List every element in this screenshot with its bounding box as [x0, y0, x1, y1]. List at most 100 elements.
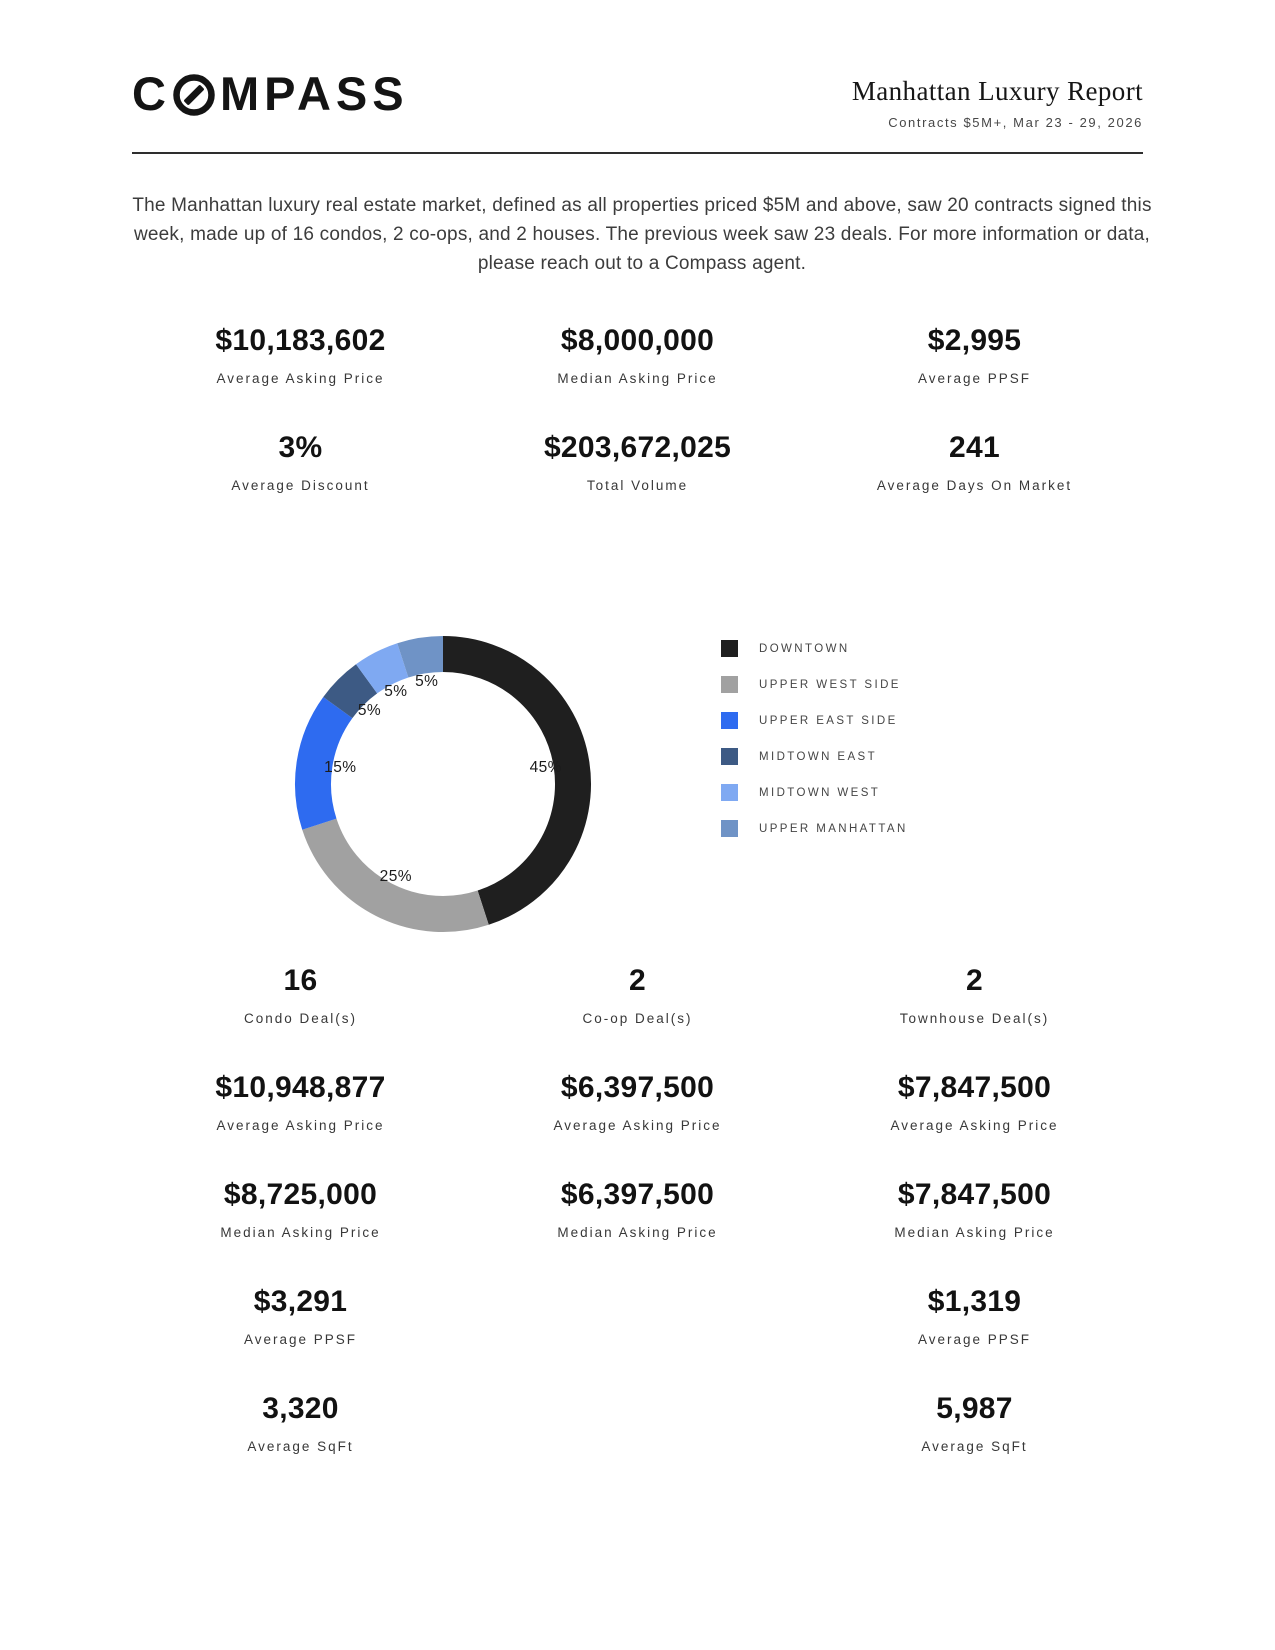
stat-label: Average Asking Price: [216, 371, 385, 386]
logo-letter: C: [132, 67, 171, 120]
page-title: Manhattan Luxury Report: [851, 76, 1143, 106]
stat-label: Median Asking Price: [557, 1225, 718, 1240]
legend-swatch: [721, 712, 738, 729]
donut-segment-upper-east-side: [295, 697, 353, 830]
stat-label: Co-op Deal(s): [582, 1011, 693, 1026]
donut-percent-label: 25%: [380, 868, 412, 885]
stat-value: $2,995: [927, 324, 1022, 357]
townhouse-average-ppsf: $1,319 Average PPSF: [806, 1285, 1143, 1392]
stat-label: Median Asking Price: [220, 1225, 381, 1240]
header-divider: [132, 152, 1143, 154]
legend-label: UPPER WEST SIDE: [759, 678, 901, 691]
stat-label: Average Asking Price: [890, 1118, 1059, 1133]
legend-item-midtown-west: MIDTOWN WEST: [721, 784, 908, 801]
stat-value: $7,847,500: [897, 1071, 1052, 1104]
condo-deals: 16 Condo Deal(s): [132, 964, 469, 1071]
stat-label: Condo Deal(s): [243, 1011, 358, 1026]
donut-chart: 45% 25% 15% 5% 5% 5%: [293, 634, 593, 934]
townhouse-median-asking-price: $7,847,500 Median Asking Price: [806, 1178, 1143, 1285]
stat-value: 2: [966, 964, 983, 997]
stat-label: Median Asking Price: [557, 371, 718, 386]
donut-segment-midtown-west: [356, 643, 409, 694]
condo-median-asking-price: $8,725,000 Median Asking Price: [132, 1178, 469, 1285]
condo-average-ppsf: $3,291 Average PPSF: [132, 1285, 469, 1392]
report-page: C MPASS Manhattan Luxury Report Contract…: [132, 0, 1151, 1499]
condo-average-asking-price: $10,948,877 Average Asking Price: [132, 1071, 469, 1178]
stat-label: Average PPSF: [917, 371, 1032, 386]
stat-value: 241: [949, 431, 1000, 464]
stat-median-asking-price: $8,000,000 Median Asking Price: [469, 324, 806, 431]
page-subtitle: Contracts $5M+, Mar 23 - 29, 2026: [888, 115, 1143, 130]
stat-label: Average SqFt: [921, 1439, 1028, 1454]
title-block: Manhattan Luxury Report Contracts $5M+, …: [852, 70, 1143, 130]
donut-chart-svg: 45%25%15%5%5%5%: [295, 636, 591, 932]
neighborhood-chart-section: 45% 25% 15% 5% 5% 5% DOWNTOWN UPPER WEST SIDE…: [132, 634, 1143, 936]
legend-item-downtown: DOWNTOWN: [721, 640, 908, 657]
legend-swatch: [721, 676, 738, 693]
stat-value: $10,183,602: [215, 324, 386, 357]
stat-value: $8,000,000: [560, 324, 715, 357]
stat-label: Average Asking Price: [553, 1118, 722, 1133]
stat-label: Average Days On Market: [876, 478, 1073, 493]
legend-label: MIDTOWN EAST: [759, 750, 878, 763]
donut-segment-downtown: [442, 636, 591, 925]
legend-item-upper-west-side: UPPER WEST SIDE: [721, 676, 908, 693]
chart-legend: DOWNTOWN UPPER WEST SIDE UPPER EAST SIDE…: [721, 640, 908, 856]
condo-average-sqft: 3,320 Average SqFt: [132, 1392, 469, 1499]
legend-item-upper-manhattan: UPPER MANHATTAN: [721, 820, 908, 837]
legend-label: UPPER MANHATTAN: [759, 822, 908, 835]
coop-median-asking-price: $6,397,500 Median Asking Price: [469, 1178, 806, 1285]
donut-segment-upper-west-side: [302, 818, 489, 932]
stat-label: Townhouse Deal(s): [899, 1011, 1050, 1026]
legend-swatch: [721, 748, 738, 765]
donut-segment-upper-manhattan: [397, 636, 444, 678]
donut-percent-label: 5%: [384, 683, 407, 700]
coop-deals: 2 Co-op Deal(s): [469, 964, 806, 1071]
stat-value: $7,847,500: [897, 1178, 1052, 1211]
legend-swatch: [721, 820, 738, 837]
stat-value: 3%: [278, 431, 323, 464]
stat-value: $10,948,877: [215, 1071, 386, 1104]
summary-stats-grid: $10,183,602 Average Asking Price $8,000,…: [132, 324, 1143, 538]
stat-average-ppsf: $2,995 Average PPSF: [806, 324, 1143, 431]
donut-percent-label: 45%: [530, 759, 562, 776]
coop-column: 2 Co-op Deal(s) $6,397,500 Average Askin…: [469, 964, 806, 1499]
compass-logo: C MPASS: [132, 70, 409, 118]
townhouse-deals: 2 Townhouse Deal(s): [806, 964, 1143, 1071]
stat-value: $203,672,025: [543, 431, 732, 464]
legend-label: MIDTOWN WEST: [759, 786, 881, 799]
compass-o-icon: [173, 74, 215, 116]
stat-value: $6,397,500: [560, 1178, 715, 1211]
donut-percent-label: 5%: [415, 673, 438, 690]
legend-label: DOWNTOWN: [759, 642, 850, 655]
stat-label: Average Discount: [231, 478, 370, 493]
legend-item-midtown-east: MIDTOWN EAST: [721, 748, 908, 765]
stat-average-asking-price: $10,183,602 Average Asking Price: [132, 324, 469, 431]
donut-percent-label: 5%: [358, 702, 381, 719]
stat-label: Average PPSF: [917, 1332, 1032, 1347]
stat-label: Total Volume: [586, 478, 689, 493]
stat-value: 16: [283, 964, 318, 997]
stat-value: 2: [629, 964, 646, 997]
condo-column: 16 Condo Deal(s) $10,948,877 Average Ask…: [132, 964, 469, 1499]
stat-label: Average SqFt: [247, 1439, 354, 1454]
townhouse-column: 2 Townhouse Deal(s) $7,847,500 Average A…: [806, 964, 1143, 1499]
legend-swatch: [721, 640, 738, 657]
stat-value: 3,320: [262, 1392, 339, 1425]
townhouse-average-asking-price: $7,847,500 Average Asking Price: [806, 1071, 1143, 1178]
stat-value: $3,291: [253, 1285, 348, 1318]
logo-letters: MPASS: [219, 67, 409, 120]
stat-value: $1,319: [927, 1285, 1022, 1318]
donut-percent-label: 15%: [324, 759, 356, 776]
stat-total-volume: $203,672,025 Total Volume: [469, 431, 806, 538]
legend-swatch: [721, 784, 738, 801]
donut-segment-midtown-east: [323, 664, 378, 719]
property-type-stats: 16 Condo Deal(s) $10,948,877 Average Ask…: [132, 964, 1143, 1499]
stat-value: $8,725,000: [223, 1178, 378, 1211]
townhouse-average-sqft: 5,987 Average SqFt: [806, 1392, 1143, 1499]
coop-average-asking-price: $6,397,500 Average Asking Price: [469, 1071, 806, 1178]
stat-label: Average PPSF: [243, 1332, 358, 1347]
stat-label: Average Asking Price: [216, 1118, 385, 1133]
header: C MPASS Manhattan Luxury Report Contract…: [132, 0, 1143, 131]
stat-label: Median Asking Price: [894, 1225, 1055, 1240]
